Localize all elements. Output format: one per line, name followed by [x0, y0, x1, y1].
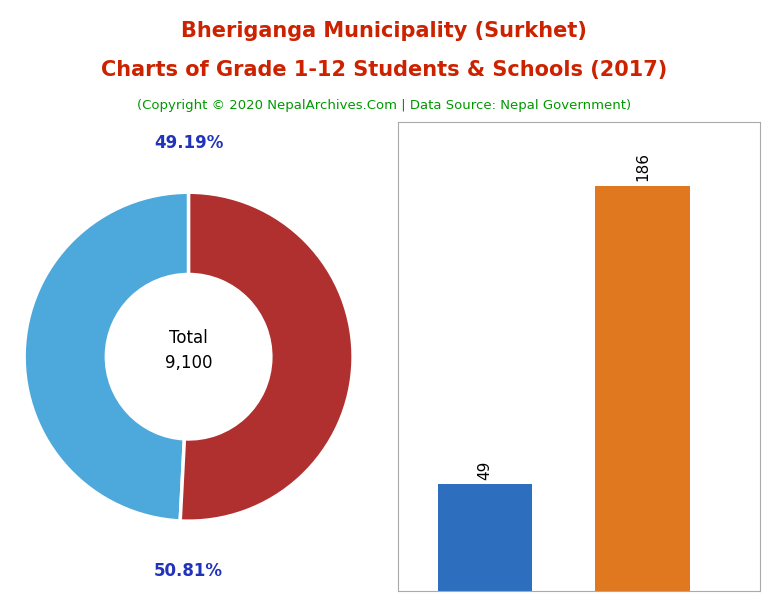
- Text: (Copyright © 2020 NepalArchives.Com | Data Source: Nepal Government): (Copyright © 2020 NepalArchives.Com | Da…: [137, 99, 631, 112]
- Text: Charts of Grade 1-12 Students & Schools (2017): Charts of Grade 1-12 Students & Schools …: [101, 60, 667, 80]
- Text: 49.19%: 49.19%: [154, 134, 223, 152]
- Bar: [595, 186, 690, 591]
- Text: 186: 186: [635, 152, 650, 181]
- Wedge shape: [24, 192, 189, 521]
- Bar: [438, 484, 532, 591]
- Text: Bheriganga Municipality (Surkhet): Bheriganga Municipality (Surkhet): [181, 21, 587, 41]
- Text: 50.81%: 50.81%: [154, 562, 223, 580]
- Text: Total
9,100: Total 9,100: [165, 328, 213, 371]
- Text: 49: 49: [478, 460, 492, 480]
- Wedge shape: [180, 192, 353, 521]
